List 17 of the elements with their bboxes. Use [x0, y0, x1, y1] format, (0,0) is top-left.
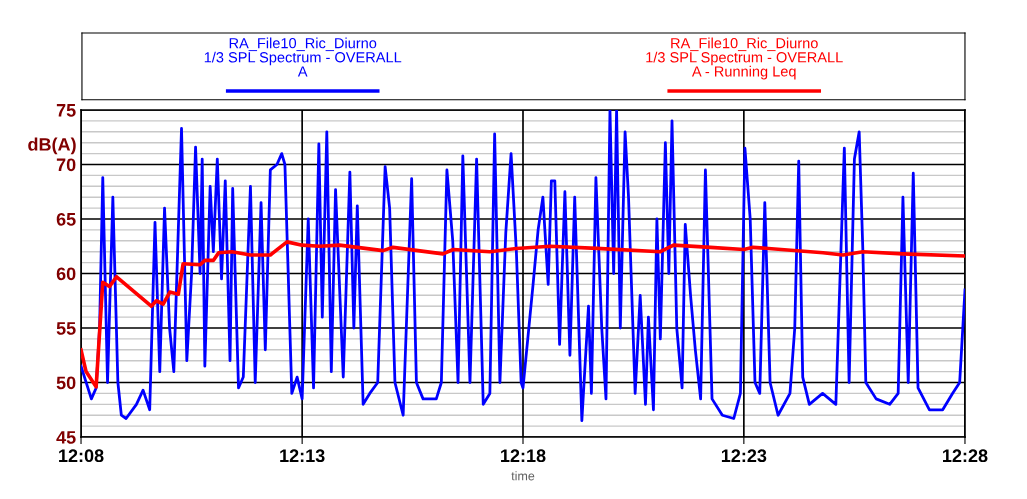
x-tick-label: 12:08 — [59, 449, 104, 463]
y-tick-label: 65 — [56, 212, 76, 226]
y-tick-label: 50 — [56, 376, 76, 390]
x-tick-label: 12:28 — [943, 449, 988, 463]
y-tick-label: 60 — [56, 267, 76, 281]
y-tick-label: 70 — [56, 158, 76, 172]
text: RA_File10_Ric_Diurno 1/3 SPL Spectrum - OVERALL A - Running Leq — [646, 37, 843, 80]
y-axis-title: dB(A) — [28, 137, 76, 155]
x-tick-label: 12:23 — [721, 449, 767, 463]
x-tick-label: 12:18 — [501, 449, 546, 463]
y-tick-label: 45 — [56, 431, 76, 444]
y-tick-label: 55 — [56, 322, 76, 335]
text: RA_File10_Ric_Diurno 1/3 SPL Spectrum - OVERALL A — [204, 37, 402, 77]
x-tick-label: 12:13 — [280, 449, 325, 463]
y-tick-label: 75 — [56, 104, 76, 117]
line-series — [81, 240, 965, 389]
x-axis-title: time — [511, 471, 535, 481]
